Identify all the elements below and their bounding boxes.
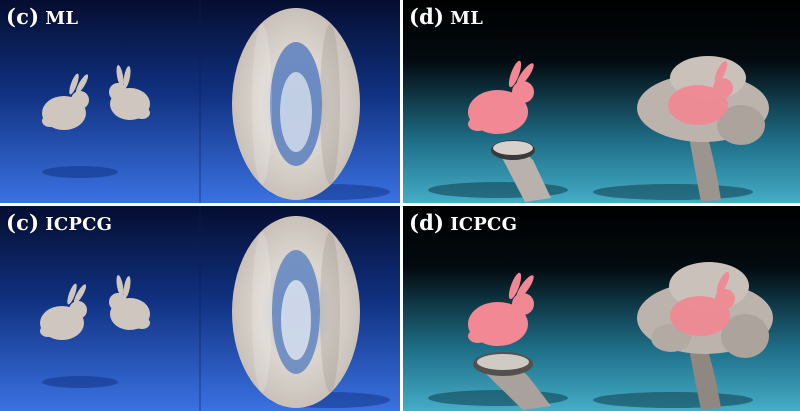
bunny-mushroom-scene: [403, 206, 800, 411]
smoke-ring: [232, 8, 360, 200]
bunny-pink-right: [670, 271, 735, 336]
bunny-pink-left: [468, 60, 534, 134]
bunny-left: [42, 73, 89, 130]
panel-tag: (c): [6, 4, 40, 29]
bunny-right: [109, 275, 150, 330]
panel-method: ICPCG: [45, 214, 113, 235]
panel-method: ML: [450, 8, 484, 29]
bunny-mushroom-scene: [403, 0, 800, 203]
panel-label: (d) ML: [409, 4, 483, 29]
panel-method: ICPCG: [450, 214, 518, 235]
panel-label: (c) ICPCG: [6, 210, 112, 235]
bunnies-smoke-scene: [0, 206, 400, 411]
panel-d-icpcg: (d) ICPCG: [403, 206, 800, 411]
bunny-left: [40, 283, 87, 340]
panel-tag: (d): [409, 210, 445, 235]
panel-method: ML: [45, 8, 79, 29]
panel-label: (c) ML: [6, 4, 78, 29]
panel-d-ml: (d) ML: [403, 0, 800, 203]
panel-label: (d) ICPCG: [409, 210, 517, 235]
panel-tag: (c): [6, 210, 40, 235]
bunny-pink-left: [468, 272, 534, 346]
bunny-pink-right: [668, 60, 733, 125]
mushroom-stem-left: [473, 352, 551, 410]
panel-tag: (d): [409, 4, 445, 29]
panel-c-ml: (c) ML: [0, 0, 400, 203]
panel-c-icpcg: (c) ICPCG: [0, 206, 400, 411]
bunnies-smoke-scene: [0, 0, 400, 203]
bunny-right: [109, 65, 150, 120]
mushroom-stem-left: [491, 140, 551, 202]
smoke-ring: [232, 216, 360, 408]
